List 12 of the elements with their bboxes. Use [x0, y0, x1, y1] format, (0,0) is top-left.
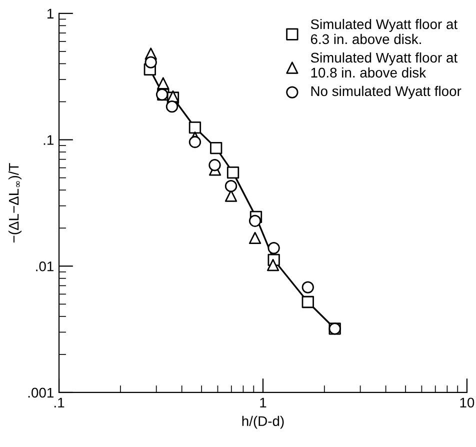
legend-label: No simulated Wyatt floor — [311, 86, 462, 99]
x-tick-label: 1 — [260, 398, 266, 408]
x-tick-label: 10 — [460, 398, 474, 408]
legend-label: Simulated Wyatt floor at 6.3 in. above disk. — [310, 18, 458, 44]
y-tick-label: .001 — [28, 388, 54, 398]
x-axis-title: h/(D-d) — [242, 416, 284, 429]
y-tick-label: .1 — [44, 135, 54, 145]
y-tick-label: .01 — [36, 261, 54, 272]
y-tick-label: 1 — [48, 8, 54, 18]
x-tick-label: .1 — [54, 398, 64, 408]
y-axis-title: −(ΔL−ΔL$_{∞}$)/T — [8, 163, 22, 243]
legend-label: Simulated Wyatt floor at 10.8 in. above disk — [310, 52, 458, 78]
